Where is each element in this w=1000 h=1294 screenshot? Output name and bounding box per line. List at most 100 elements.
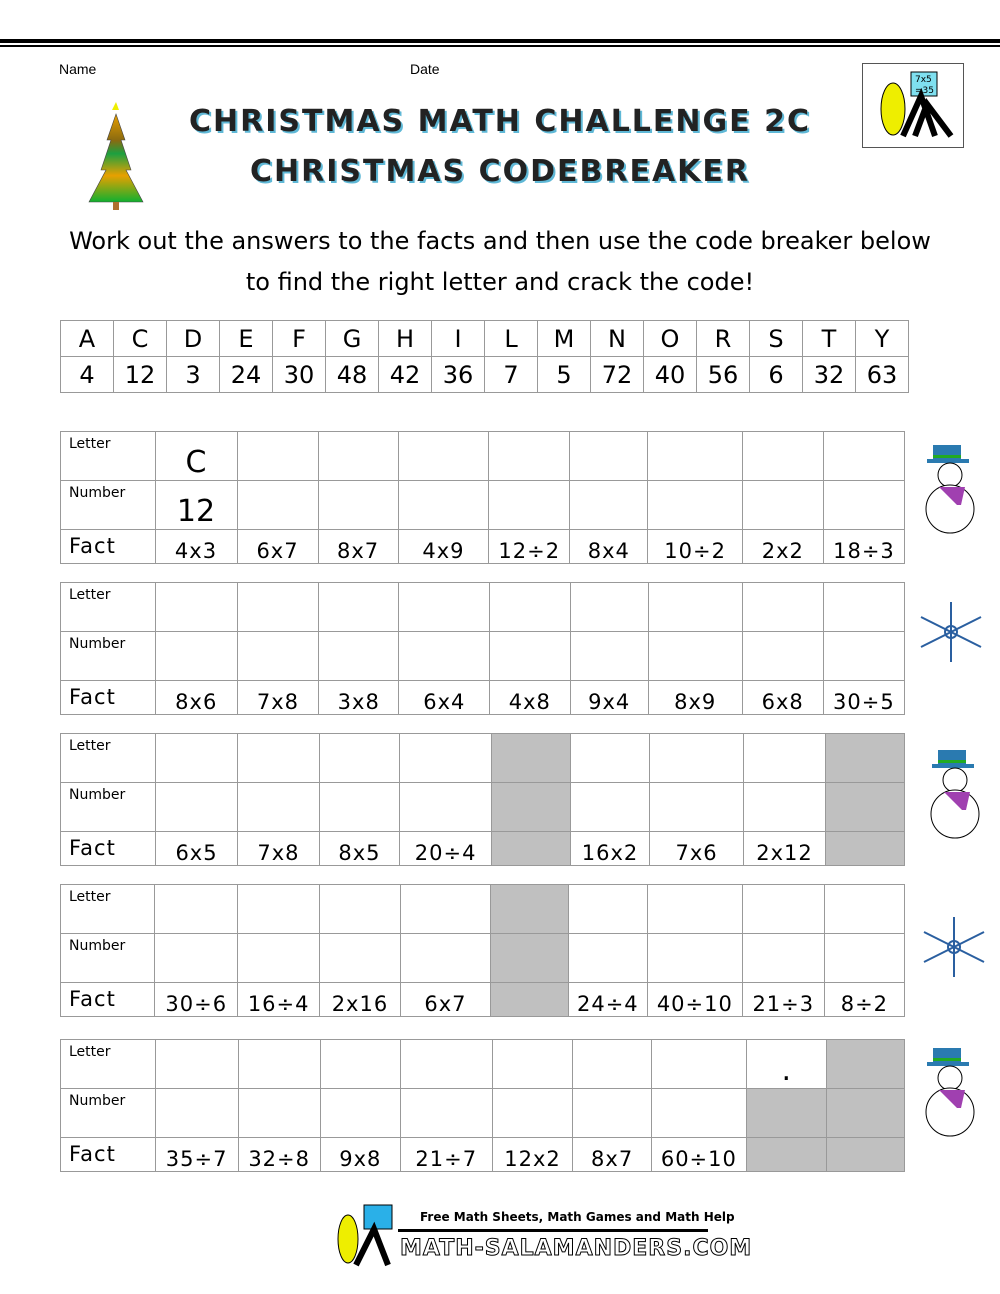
number-cell[interactable] (823, 933, 906, 983)
letter-cell[interactable] (569, 582, 649, 632)
letter-cell[interactable] (154, 884, 239, 934)
number-cell[interactable] (650, 1088, 747, 1138)
number-cell[interactable] (569, 480, 649, 530)
date-label: Date (410, 61, 440, 77)
number-cell[interactable] (649, 782, 745, 832)
letter-cell[interactable] (318, 582, 400, 632)
number-cell[interactable] (398, 631, 491, 681)
row-label: Number (60, 1088, 156, 1138)
number-cell (825, 1088, 906, 1138)
code-letter: G (325, 320, 379, 357)
number-cell[interactable] (154, 782, 239, 832)
number-cell[interactable] (237, 782, 320, 832)
letter-cell[interactable] (823, 884, 906, 934)
top-rule-thin (0, 45, 1000, 47)
letter-cell[interactable] (567, 884, 648, 934)
number-cell[interactable] (319, 1088, 401, 1138)
letter-cell[interactable] (741, 431, 824, 481)
number-cell[interactable]: 12 (154, 480, 238, 530)
fact-cell (825, 831, 905, 866)
letter-cell[interactable] (237, 733, 320, 783)
letter-cell[interactable] (154, 733, 239, 783)
letter-cell[interactable] (236, 582, 320, 632)
number-cell[interactable] (318, 631, 400, 681)
number-cell[interactable] (236, 480, 319, 530)
number-cell[interactable] (567, 933, 648, 983)
number-cell[interactable] (397, 480, 490, 530)
letter-cell[interactable] (399, 733, 493, 783)
letter-row: Letter (60, 582, 906, 632)
letter-cell[interactable] (154, 582, 238, 632)
letter-cell[interactable] (399, 884, 492, 934)
letter-cell[interactable] (650, 1039, 747, 1089)
fact-cell: 6x8 (741, 680, 824, 715)
row-label: Number (59, 933, 156, 983)
letter-cell[interactable] (569, 733, 651, 783)
letter-cell[interactable] (491, 1039, 574, 1089)
letter-cell[interactable] (236, 431, 319, 481)
row-label: Fact (60, 680, 156, 715)
title-line-1: CHRISTMAS MATH CHALLENGE 2C (189, 104, 811, 139)
number-cell[interactable] (237, 933, 321, 983)
letter-cell[interactable] (399, 1039, 493, 1089)
number-cell[interactable] (569, 631, 649, 681)
number-cell[interactable] (489, 631, 571, 681)
number-cell[interactable] (399, 1088, 493, 1138)
code-number: 7 (484, 356, 538, 393)
letter-cell[interactable] (741, 884, 825, 934)
number-cell[interactable] (743, 782, 827, 832)
worksheet-table: Letter Number Fact 6x5 7x8 8x5 20÷4 16x2 7x6 2x12 (60, 733, 905, 866)
letter-cell[interactable] (397, 431, 490, 481)
number-cell[interactable] (741, 933, 825, 983)
fact-cell: 10÷2 (647, 529, 743, 564)
number-cell[interactable] (154, 1088, 239, 1138)
number-cell[interactable] (741, 480, 824, 530)
letter-cell[interactable]: C (154, 431, 238, 481)
number-cell[interactable] (646, 933, 743, 983)
letter-cell[interactable] (318, 733, 401, 783)
letter-cell[interactable] (154, 1039, 239, 1089)
fact-cell: 21÷7 (399, 1137, 493, 1172)
number-cell[interactable] (399, 933, 492, 983)
number-cell[interactable] (822, 631, 906, 681)
letter-cell[interactable] (488, 431, 571, 481)
letter-cell[interactable] (237, 884, 321, 934)
number-cell[interactable] (647, 480, 743, 530)
letter-cell[interactable] (398, 582, 491, 632)
letter-cell[interactable] (743, 733, 827, 783)
letter-cell[interactable]: . (745, 1039, 827, 1089)
letter-cell[interactable] (822, 431, 906, 481)
number-cell[interactable] (319, 933, 401, 983)
number-cell[interactable] (491, 1088, 574, 1138)
number-cell[interactable] (154, 933, 239, 983)
letter-cell[interactable] (237, 1039, 321, 1089)
number-cell[interactable] (237, 1088, 321, 1138)
letter-cell[interactable] (569, 431, 649, 481)
letter-cell (491, 733, 571, 783)
letter-cell[interactable] (649, 733, 745, 783)
number-cell[interactable] (317, 480, 399, 530)
row-label: Letter (60, 1039, 156, 1089)
letter-cell[interactable] (319, 1039, 401, 1089)
number-cell[interactable] (572, 1088, 652, 1138)
number-cell[interactable] (399, 782, 493, 832)
number-cell[interactable] (488, 480, 571, 530)
letter-cell[interactable] (646, 884, 743, 934)
letter-cell[interactable] (741, 582, 824, 632)
letter-cell[interactable] (822, 582, 906, 632)
number-cell[interactable] (154, 631, 238, 681)
letter-cell[interactable] (319, 884, 401, 934)
number-cell[interactable] (236, 631, 320, 681)
fact-cell: 32÷8 (237, 1137, 321, 1172)
letter-cell[interactable] (317, 431, 399, 481)
letter-cell[interactable] (572, 1039, 652, 1089)
letter-cell[interactable] (489, 582, 571, 632)
letter-cell[interactable] (647, 582, 743, 632)
number-cell[interactable] (741, 631, 824, 681)
number-cell[interactable] (569, 782, 651, 832)
letter-cell[interactable] (647, 431, 743, 481)
number-cell[interactable] (318, 782, 401, 832)
number-cell[interactable] (822, 480, 906, 530)
number-cell[interactable] (647, 631, 743, 681)
